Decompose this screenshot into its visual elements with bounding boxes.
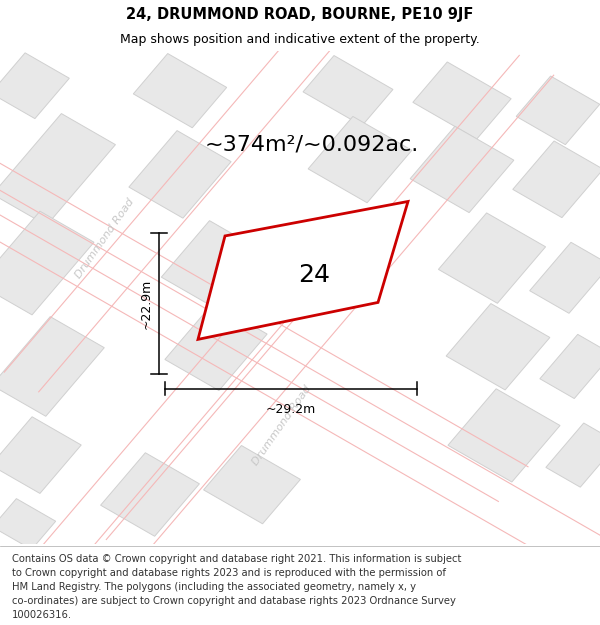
Polygon shape <box>513 141 600 218</box>
Polygon shape <box>0 417 81 493</box>
Text: Contains OS data © Crown copyright and database right 2021. This information is : Contains OS data © Crown copyright and d… <box>12 554 461 564</box>
Polygon shape <box>446 304 550 390</box>
Text: ~374m²/~0.092ac.: ~374m²/~0.092ac. <box>205 135 419 155</box>
Text: HM Land Registry. The polygons (including the associated geometry, namely x, y: HM Land Registry. The polygons (includin… <box>12 582 416 592</box>
Text: ~22.9m: ~22.9m <box>139 279 152 329</box>
Text: 24: 24 <box>298 262 330 287</box>
Text: co-ordinates) are subject to Crown copyright and database rights 2023 Ordnance S: co-ordinates) are subject to Crown copyr… <box>12 596 456 606</box>
Polygon shape <box>516 76 600 144</box>
Polygon shape <box>546 423 600 487</box>
Polygon shape <box>161 221 259 306</box>
Polygon shape <box>129 131 231 218</box>
Text: ~29.2m: ~29.2m <box>266 402 316 416</box>
Polygon shape <box>410 126 514 213</box>
Polygon shape <box>448 389 560 482</box>
Polygon shape <box>165 303 267 391</box>
Text: Map shows position and indicative extent of the property.: Map shows position and indicative extent… <box>120 34 480 46</box>
Polygon shape <box>540 334 600 399</box>
Text: to Crown copyright and database rights 2023 and is reproduced with the permissio: to Crown copyright and database rights 2… <box>12 568 446 578</box>
Polygon shape <box>413 62 511 139</box>
Polygon shape <box>530 242 600 313</box>
Text: 24, DRUMMOND ROAD, BOURNE, PE10 9JF: 24, DRUMMOND ROAD, BOURNE, PE10 9JF <box>127 7 473 22</box>
Polygon shape <box>0 211 94 315</box>
Polygon shape <box>0 499 56 549</box>
Polygon shape <box>439 213 545 303</box>
Polygon shape <box>203 446 301 524</box>
Polygon shape <box>308 116 412 202</box>
Text: 100026316.: 100026316. <box>12 611 72 621</box>
Polygon shape <box>101 452 199 536</box>
Text: Drummond Road: Drummond Road <box>251 384 313 468</box>
Polygon shape <box>0 317 104 416</box>
Polygon shape <box>303 56 393 126</box>
Polygon shape <box>0 114 115 226</box>
Polygon shape <box>133 54 227 128</box>
Text: Drummond Road: Drummond Road <box>74 197 136 280</box>
Polygon shape <box>0 53 70 119</box>
Polygon shape <box>198 201 408 339</box>
